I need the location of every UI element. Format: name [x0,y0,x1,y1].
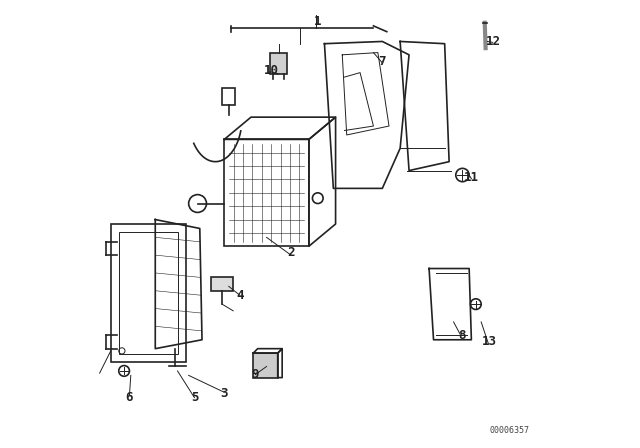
Text: 8: 8 [459,329,466,342]
Text: 5: 5 [191,391,199,404]
Text: 12: 12 [486,35,501,48]
Text: 4: 4 [236,289,244,302]
Bar [211,277,233,291]
Text: 7: 7 [379,55,386,68]
Text: 9: 9 [252,368,259,381]
Bar [111,224,186,362]
Text: 1: 1 [314,15,321,28]
Bar [270,52,287,74]
Text: 3: 3 [221,387,228,400]
Text: 00006357: 00006357 [489,426,529,435]
Text: 10: 10 [264,64,278,77]
Bar [224,139,309,246]
Text: 2: 2 [287,246,295,259]
Text: 11: 11 [464,171,479,184]
Bar [253,353,278,378]
Text: 6: 6 [125,391,133,404]
Bar [222,88,236,105]
Bar [119,232,179,354]
Text: 13: 13 [482,336,497,349]
